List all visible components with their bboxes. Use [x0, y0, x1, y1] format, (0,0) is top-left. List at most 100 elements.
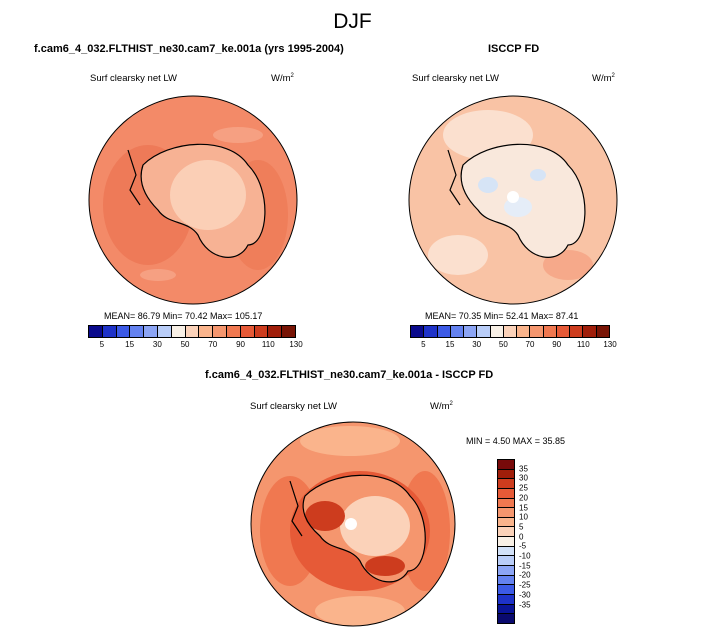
colorbar-swatch	[226, 326, 241, 337]
left-units-label: W/m2	[271, 73, 294, 85]
colorbar-swatch	[490, 326, 504, 337]
colorbar-label: 5	[519, 522, 524, 532]
colorbar-swatch	[424, 326, 438, 337]
colorbar-swatch	[464, 326, 478, 337]
colorbar-label: 130	[603, 340, 617, 349]
right-stats: MEAN= 70.35 Min= 52.41 Max= 87.41	[425, 311, 579, 321]
colorbar-swatch	[498, 614, 514, 623]
right-colorbar-labels: 5 15 30 50 70 90 110 130	[410, 340, 617, 350]
colorbar-label: 10	[519, 512, 528, 522]
left-colorbar	[88, 325, 296, 338]
colorbar-label: 130	[289, 340, 303, 349]
colorbar-swatch	[498, 556, 514, 567]
colorbar-swatch	[116, 326, 131, 337]
colorbar-swatch	[498, 604, 514, 615]
colorbar-label: -10	[519, 551, 531, 561]
colorbar-swatch	[498, 469, 514, 480]
colorbar-label: 25	[519, 483, 528, 493]
left-map	[88, 95, 298, 305]
colorbar-swatch	[240, 326, 255, 337]
colorbar-swatch	[102, 326, 117, 337]
colorbar-swatch	[596, 326, 609, 337]
colorbar-label: 70	[208, 340, 218, 349]
colorbar-swatch	[157, 326, 172, 337]
colorbar-swatch	[498, 508, 514, 518]
colorbar-label: -35	[519, 600, 531, 610]
colorbar-label: -5	[519, 541, 527, 551]
diff-variable-label: Surf clearsky net LW	[250, 401, 337, 412]
colorbar-label: 0	[519, 532, 524, 542]
colorbar-swatch	[498, 498, 514, 509]
colorbar-label: 90	[552, 340, 562, 349]
colorbar-swatch	[130, 326, 145, 337]
colorbar-swatch	[498, 546, 514, 557]
colorbar-label: -30	[519, 590, 531, 600]
diff-colorbar	[497, 459, 515, 624]
colorbar-swatch	[517, 326, 531, 337]
colorbar-label: 5	[421, 340, 426, 349]
colorbar-swatch	[570, 326, 584, 337]
colorbar-label: 90	[236, 340, 245, 349]
right-variable-label: Surf clearsky net LW	[412, 73, 499, 84]
colorbar-swatch	[583, 326, 597, 337]
diff-colorbar-labels: 35 30 25 20 15 10 5 0 -5 -10 -15 -20 -25 -30 -35	[519, 459, 549, 624]
colorbar-label: -25	[519, 580, 531, 590]
colorbar-swatch	[498, 488, 514, 499]
colorbar-swatch	[498, 460, 514, 470]
colorbar-swatch	[89, 326, 103, 337]
colorbar-label: 110	[261, 340, 275, 349]
diff-units-label: W/m2	[430, 401, 453, 413]
left-variable-label: Surf clearsky net LW	[90, 73, 177, 84]
colorbar-swatch	[498, 575, 514, 586]
colorbar-label: 20	[519, 493, 528, 503]
colorbar-swatch	[498, 479, 514, 489]
colorbar-label: 15	[519, 503, 528, 513]
colorbar-label: 50	[498, 340, 508, 349]
colorbar-label: 30	[152, 340, 162, 349]
left-stats: MEAN= 86.79 Min= 70.42 Max= 105.17	[104, 311, 263, 321]
right-map	[408, 95, 618, 305]
colorbar-label: 35	[519, 464, 528, 474]
colorbar-swatch	[477, 326, 491, 337]
colorbar-swatch	[498, 537, 514, 547]
colorbar-swatch	[144, 326, 158, 337]
left-panel-title: f.cam6_4_032.FLTHIST_ne30.cam7_ke.001a (…	[34, 43, 344, 55]
colorbar-swatch	[498, 517, 514, 528]
colorbar-label: -20	[519, 570, 531, 580]
diff-panel-title: f.cam6_4_032.FLTHIST_ne30.cam7_ke.001a -…	[205, 369, 494, 381]
colorbar-label: 15	[125, 340, 135, 349]
colorbar-swatch	[530, 326, 544, 337]
colorbar-label: 70	[525, 340, 535, 349]
left-colorbar-labels: 5 15 30 50 70 90 110 130	[88, 340, 303, 350]
colorbar-label: 110	[576, 340, 590, 349]
diff-map	[250, 421, 456, 627]
colorbar-swatch	[437, 326, 451, 337]
colorbar-swatch	[543, 326, 557, 337]
colorbar-swatch	[498, 527, 514, 538]
colorbar-swatch	[213, 326, 227, 337]
colorbar-swatch	[556, 326, 571, 337]
colorbar-swatch	[199, 326, 214, 337]
colorbar-swatch	[411, 326, 425, 337]
colorbar-label: 5	[99, 340, 105, 349]
colorbar-swatch	[503, 326, 518, 337]
colorbar-label: 50	[180, 340, 190, 349]
colorbar-swatch	[498, 585, 514, 595]
colorbar-label: 15	[445, 340, 455, 349]
right-units-label: W/m2	[592, 73, 615, 85]
main-title: DJF	[333, 10, 372, 33]
right-panel-title: ISCCP FD	[488, 43, 540, 55]
diff-stats: MIN = 4.50 MAX = 35.85	[466, 436, 566, 446]
colorbar-swatch	[268, 326, 283, 337]
colorbar-label: 30	[519, 473, 528, 483]
colorbar-label: -15	[519, 561, 531, 571]
colorbar-swatch	[498, 566, 514, 576]
colorbar-swatch	[282, 326, 295, 337]
right-colorbar	[410, 325, 610, 338]
colorbar-swatch	[450, 326, 465, 337]
colorbar-swatch	[171, 326, 186, 337]
colorbar-swatch	[254, 326, 269, 337]
colorbar-swatch	[185, 326, 200, 337]
colorbar-swatch	[498, 594, 514, 605]
colorbar-label: 30	[472, 340, 482, 349]
